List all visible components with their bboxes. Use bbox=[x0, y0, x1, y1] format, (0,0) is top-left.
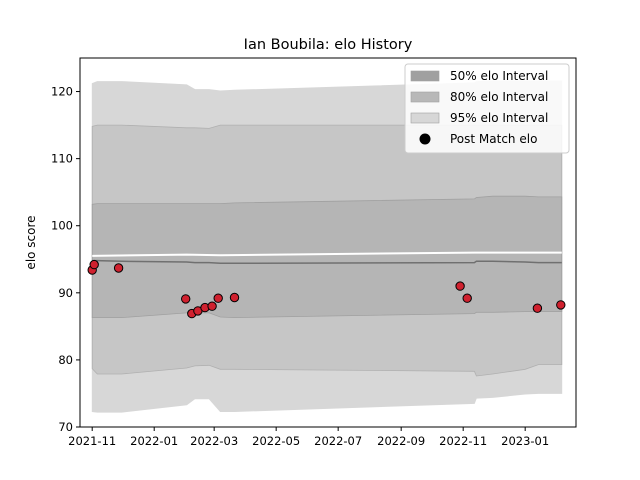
x-tick-label: 2022-01 bbox=[130, 434, 178, 448]
x-tick-label: 2022-11 bbox=[439, 434, 487, 448]
post-match-point bbox=[532, 303, 543, 313]
legend-label: 50% elo Interval bbox=[450, 69, 548, 83]
post-match-point bbox=[213, 293, 223, 303]
x-tick-label: 2023-01 bbox=[501, 434, 549, 448]
chart-title: Ian Boubila: elo History bbox=[244, 37, 413, 53]
x-tick-label: 2022-05 bbox=[252, 434, 300, 448]
y-axis-label: elo score bbox=[24, 215, 38, 269]
post-match-point bbox=[462, 293, 472, 303]
legend: 50% elo Interval 80% elo Interval 95% elo … bbox=[404, 63, 570, 154]
reference-elo-line bbox=[92, 251, 562, 257]
legend-swatch bbox=[410, 91, 440, 103]
y-tick-label: 80 bbox=[58, 353, 73, 367]
post-match-points bbox=[87, 259, 566, 319]
post-match-point bbox=[207, 301, 217, 311]
y-tick-label: 120 bbox=[51, 85, 73, 99]
interval-bands bbox=[91, 80, 563, 413]
band-50-interval bbox=[91, 195, 563, 319]
x-tick-label: 2022-07 bbox=[314, 434, 362, 448]
post-match-point bbox=[556, 300, 566, 310]
legend-label: Post Match elo bbox=[450, 132, 537, 146]
x-tick-label: 2022-03 bbox=[190, 434, 238, 448]
post-match-point bbox=[181, 294, 191, 304]
y-axis: 70 80 90 100 110 120 bbox=[51, 85, 80, 434]
legend-box bbox=[404, 63, 570, 154]
legend-marker bbox=[419, 133, 431, 145]
legend-label: 95% elo Interval bbox=[450, 111, 548, 125]
post-match-point bbox=[89, 259, 99, 270]
legend-swatch bbox=[410, 112, 440, 124]
post-match-point bbox=[113, 263, 124, 273]
y-tick-label: 110 bbox=[51, 152, 73, 166]
y-tick-label: 100 bbox=[51, 219, 73, 233]
legend-swatch bbox=[410, 70, 440, 82]
plot-frame bbox=[79, 57, 577, 428]
y-tick-label: 90 bbox=[58, 286, 73, 300]
median-elo-line bbox=[92, 259, 562, 265]
post-match-point bbox=[455, 281, 465, 291]
trend-lines bbox=[92, 251, 562, 265]
y-tick-label: 70 bbox=[58, 420, 73, 434]
legend-label: 80% elo Interval bbox=[450, 90, 548, 104]
x-tick-label: 2021-11 bbox=[68, 434, 116, 448]
x-axis: 2021-11 2022-01 2022-03 2022-05 2022-07 2022-… bbox=[68, 427, 549, 448]
x-tick-label: 2022-09 bbox=[377, 434, 425, 448]
post-match-point bbox=[229, 292, 240, 303]
